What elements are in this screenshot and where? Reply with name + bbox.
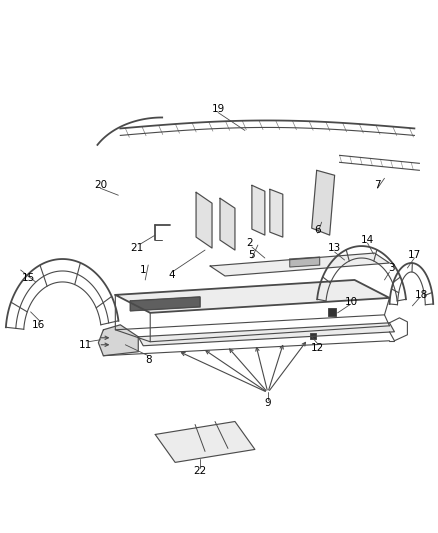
Text: 21: 21 <box>131 243 144 253</box>
Text: 5: 5 <box>249 250 255 260</box>
Text: 11: 11 <box>79 340 92 350</box>
Polygon shape <box>312 171 335 235</box>
Text: 22: 22 <box>194 466 207 477</box>
Text: 16: 16 <box>32 320 45 330</box>
Text: 6: 6 <box>314 225 321 235</box>
Text: 2: 2 <box>247 238 253 248</box>
Text: 8: 8 <box>145 354 152 365</box>
Text: 3: 3 <box>388 263 395 273</box>
Text: 9: 9 <box>265 398 271 408</box>
Text: 10: 10 <box>345 297 358 307</box>
Text: 1: 1 <box>140 265 147 275</box>
Polygon shape <box>99 325 138 356</box>
Polygon shape <box>115 280 389 313</box>
Polygon shape <box>252 185 265 235</box>
Polygon shape <box>130 297 200 311</box>
Text: 15: 15 <box>22 273 35 283</box>
Polygon shape <box>270 189 283 237</box>
Text: 7: 7 <box>374 180 381 190</box>
Text: 17: 17 <box>408 250 421 260</box>
Polygon shape <box>220 198 235 250</box>
Polygon shape <box>196 192 212 248</box>
Text: 14: 14 <box>361 235 374 245</box>
Polygon shape <box>210 253 389 276</box>
Polygon shape <box>155 422 255 462</box>
Text: 4: 4 <box>169 270 176 280</box>
Text: 19: 19 <box>212 103 225 114</box>
Text: 13: 13 <box>328 243 341 253</box>
Bar <box>328 308 336 316</box>
Bar <box>310 333 316 339</box>
Text: 20: 20 <box>94 180 107 190</box>
Polygon shape <box>290 257 320 267</box>
Polygon shape <box>138 323 395 346</box>
Text: 18: 18 <box>415 290 428 300</box>
Text: 12: 12 <box>311 343 324 353</box>
